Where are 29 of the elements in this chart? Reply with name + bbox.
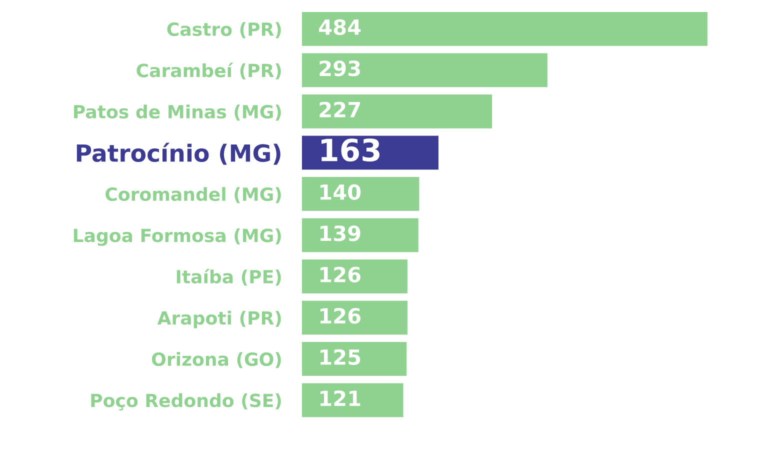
y-tick-label: Orizona (GO): [152, 352, 281, 368]
y-tick-label: Patrocínio (MG): [76, 142, 280, 165]
data-label: 126: [320, 266, 360, 282]
bar: [302, 218, 418, 252]
y-tick-label: Lagoa Formosa (MG): [74, 228, 281, 246]
data-label: 125: [320, 349, 360, 365]
bar: [302, 94, 492, 128]
data-label: 163: [322, 138, 380, 162]
bar: [302, 177, 420, 211]
y-tick-label: Poço Redondo (SE): [91, 393, 281, 411]
y-tick-label: Patos de Minas (MG): [74, 104, 281, 121]
bar: [302, 53, 548, 88]
data-label: 126: [320, 308, 360, 324]
bar: [302, 260, 408, 294]
bar: [302, 342, 407, 376]
y-tick-label: Itaíba (PE): [176, 268, 281, 286]
data-label: 121: [320, 390, 360, 406]
data-label: 293: [320, 60, 360, 76]
data-label: 140: [320, 184, 361, 200]
data-label: 139: [320, 225, 360, 242]
data-label: 484: [319, 19, 361, 35]
bar: [302, 300, 408, 335]
bar: [302, 383, 404, 418]
y-tick-label: Arapoti (PR): [157, 310, 281, 328]
y-tick-label: Coromandel (MG): [106, 187, 281, 204]
data-label: 227: [320, 102, 360, 118]
y-tick-label: Carambeí (PR): [136, 62, 281, 80]
bar: [302, 12, 708, 46]
y-tick-label: Castro (PR): [167, 22, 281, 38]
